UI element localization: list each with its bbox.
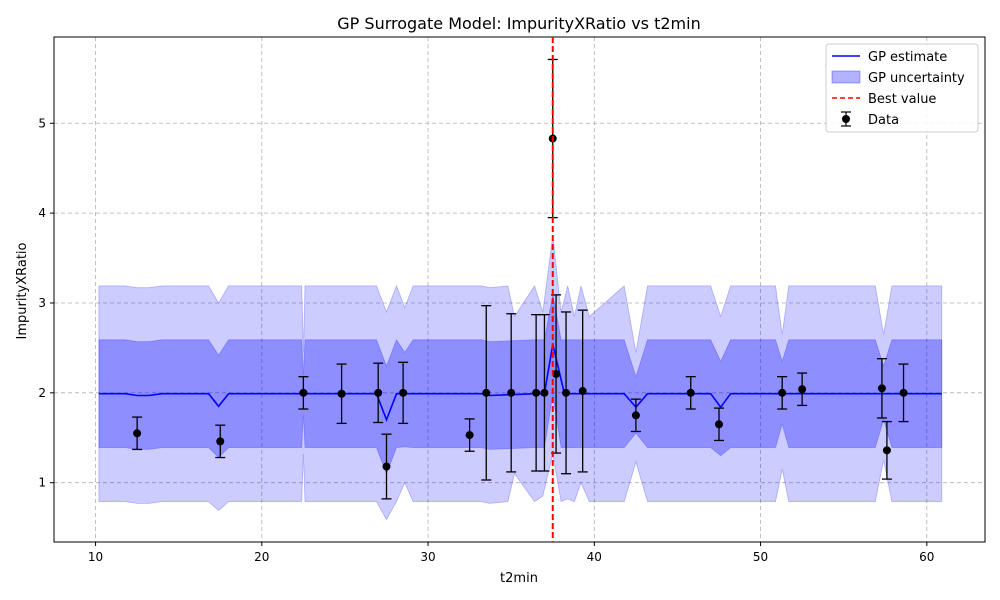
y-axis-label: ImpurityXRatio: [15, 242, 30, 339]
data-point: [506, 313, 517, 473]
data-marker: [778, 388, 787, 397]
legend-swatch-data: [841, 111, 851, 127]
data-marker: [631, 411, 640, 420]
data-point: [551, 294, 562, 454]
x-tick-label: 40: [587, 550, 602, 564]
x-tick-label: 30: [420, 550, 435, 564]
y-tick-label: 3: [38, 296, 46, 310]
data-point: [561, 311, 572, 475]
data-marker: [532, 388, 541, 397]
legend: GP estimate GP uncertainty Best value Data: [825, 43, 979, 133]
data-marker: [877, 384, 886, 393]
x-axis-label: t2min: [500, 571, 538, 586]
data-marker: [374, 388, 383, 397]
legend-label: Best value: [868, 92, 936, 107]
grid-lines: [54, 37, 985, 542]
y-tick-label: 2: [38, 386, 46, 400]
data-marker: [337, 389, 346, 398]
data-point: [481, 305, 492, 481]
gp-estimate-layer: [98, 344, 942, 423]
data-marker: [507, 388, 516, 397]
data-point: [714, 407, 724, 442]
data-marker: [540, 388, 549, 397]
data-marker: [798, 385, 807, 394]
data-marker: [578, 387, 587, 396]
legend-data-marker: [842, 115, 850, 123]
legend-box: [825, 43, 979, 133]
data-point: [132, 416, 143, 451]
plot-frame: [53, 36, 986, 543]
uncertainty-bands: [98, 235, 943, 521]
legend-label: GP estimate: [868, 50, 947, 65]
y-tick-label: 1: [38, 476, 46, 490]
gp-estimate-line: [98, 344, 942, 423]
data-marker: [562, 388, 571, 397]
x-tick-label: 10: [88, 550, 103, 564]
data-marker: [686, 388, 695, 397]
data-marker: [216, 437, 225, 446]
data-point: [336, 363, 347, 425]
x-tick-label: 50: [753, 550, 768, 564]
legend-label: Data: [868, 113, 899, 128]
data-point: [685, 376, 696, 410]
data-marker: [465, 431, 474, 440]
data-point: [630, 398, 641, 433]
data-marker: [552, 369, 561, 378]
axis-ticks: 10 20 30 40 50 60 1 2 3 4 5: [38, 116, 934, 564]
uncertainty-band-inner: [98, 293, 943, 475]
data-marker: [399, 388, 408, 397]
data-point: [398, 361, 409, 425]
uncertainty-band-outer: [98, 235, 943, 521]
data-point: [531, 314, 542, 472]
data-marker: [882, 446, 891, 455]
data-point: [797, 372, 808, 407]
data-point: [881, 420, 892, 480]
data-marker: [299, 388, 308, 397]
data-marker: [899, 388, 908, 397]
y-tick-label: 4: [38, 206, 46, 220]
data-point: [577, 309, 588, 473]
data-point: [373, 362, 384, 424]
data-point: [876, 358, 887, 419]
data-marker: [382, 462, 391, 471]
data-point: [898, 363, 909, 423]
data-point: [777, 376, 788, 410]
data-point: [539, 314, 550, 472]
data-point: [215, 424, 226, 459]
x-tick-label: 60: [919, 550, 934, 564]
data-marker: [482, 388, 491, 397]
legend-swatch-gp-uncertainty: [831, 70, 861, 84]
x-tick-label: 20: [254, 550, 269, 564]
data-point: [298, 376, 309, 410]
chart-title: GP Surrogate Model: ImpurityXRatio vs t2…: [337, 14, 700, 33]
data-point: [464, 418, 475, 452]
data-marker: [715, 420, 723, 429]
legend-label: GP uncertainty: [868, 71, 965, 86]
y-tick-label: 5: [38, 116, 46, 130]
data-point: [381, 433, 392, 500]
data-marker: [133, 429, 142, 438]
